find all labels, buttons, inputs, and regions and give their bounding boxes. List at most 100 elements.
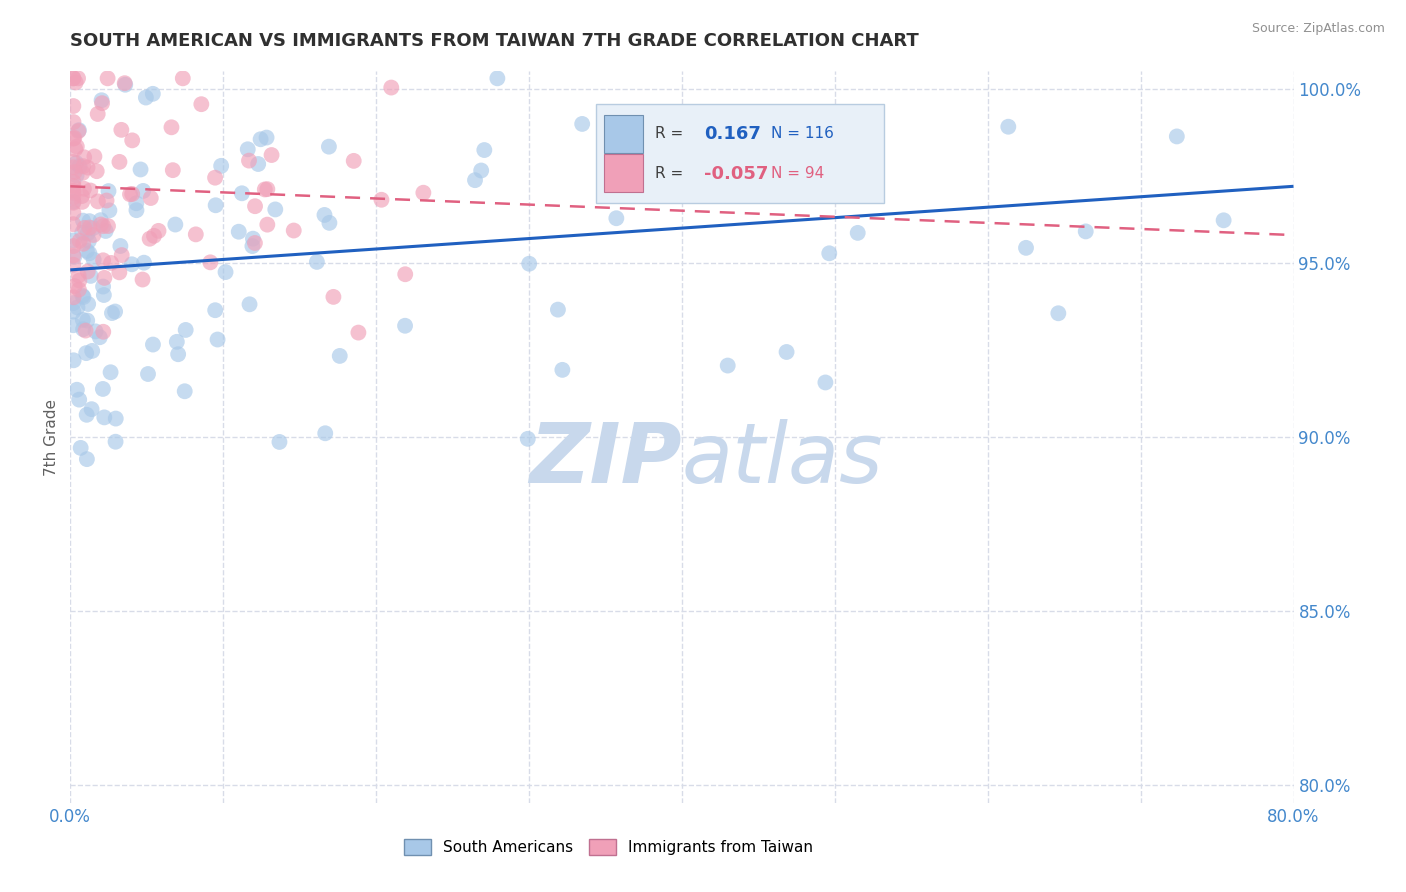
Point: [162, 163, 184, 178]
Point: [80, 402, 103, 417]
Point: [62, 206, 84, 220]
Point: [167, 347, 190, 361]
Text: N = 116: N = 116: [772, 126, 834, 141]
Point: [62, 296, 84, 310]
Point: [136, 367, 159, 381]
Point: [243, 235, 266, 250]
Point: [83, 227, 105, 242]
Point: [814, 376, 837, 390]
Point: [62, 195, 84, 210]
Text: atlas: atlas: [682, 418, 883, 500]
Point: [412, 186, 434, 200]
Point: [264, 202, 287, 217]
Point: [174, 323, 197, 337]
Point: [97, 184, 120, 198]
Point: [63, 165, 86, 179]
Point: [67, 71, 90, 86]
Point: [394, 267, 416, 281]
Point: [172, 71, 194, 86]
Point: [322, 290, 344, 304]
FancyBboxPatch shape: [596, 104, 884, 203]
Point: [243, 199, 266, 213]
Point: [184, 227, 207, 242]
Point: [62, 353, 84, 368]
Point: [318, 216, 340, 230]
Point: [1047, 306, 1070, 320]
Point: [62, 304, 84, 318]
Point: [76, 264, 98, 278]
Point: [62, 161, 84, 175]
Text: Source: ZipAtlas.com: Source: ZipAtlas.com: [1251, 22, 1385, 36]
Point: [142, 337, 165, 351]
Point: [69, 441, 91, 455]
Point: [775, 345, 797, 359]
Point: [717, 359, 740, 373]
Point: [214, 265, 236, 279]
Point: [91, 219, 114, 234]
Point: [62, 71, 84, 86]
Point: [76, 244, 98, 258]
Point: [228, 225, 250, 239]
Point: [72, 213, 94, 227]
Point: [90, 213, 112, 227]
Point: [204, 170, 226, 185]
Point: [76, 161, 98, 175]
Point: [79, 220, 101, 235]
Point: [111, 248, 134, 262]
Point: [121, 257, 143, 271]
Point: [108, 265, 131, 279]
Point: [76, 408, 98, 422]
Point: [547, 302, 569, 317]
Point: [247, 157, 270, 171]
FancyBboxPatch shape: [603, 154, 643, 192]
Point: [204, 303, 226, 318]
Point: [63, 131, 86, 145]
Point: [343, 153, 366, 168]
Point: [314, 208, 336, 222]
Y-axis label: 7th Grade: 7th Grade: [44, 399, 59, 475]
Point: [72, 313, 94, 327]
Point: [83, 149, 105, 163]
Point: [91, 382, 114, 396]
Point: [101, 306, 124, 320]
Point: [66, 139, 89, 153]
Point: [75, 346, 97, 360]
Point: [67, 124, 90, 138]
Point: [70, 189, 93, 203]
Point: [62, 194, 84, 209]
Point: [66, 383, 89, 397]
Point: [72, 236, 94, 251]
Point: [65, 75, 87, 89]
Point: [93, 410, 115, 425]
Point: [256, 130, 278, 145]
Point: [464, 173, 486, 187]
Point: [65, 156, 87, 170]
Point: [62, 217, 84, 231]
Point: [82, 343, 104, 358]
Point: [204, 198, 226, 212]
Point: [139, 191, 162, 205]
Point: [516, 432, 538, 446]
Point: [637, 124, 659, 138]
Point: [86, 107, 108, 121]
Point: [238, 153, 260, 168]
Point: [131, 272, 153, 286]
Point: [472, 143, 495, 157]
Point: [79, 214, 101, 228]
Point: [72, 226, 94, 240]
Point: [62, 175, 84, 189]
Point: [256, 218, 278, 232]
Point: [110, 239, 132, 253]
Point: [83, 252, 105, 267]
Point: [70, 194, 93, 209]
Point: [486, 71, 509, 86]
Point: [62, 184, 84, 198]
Point: [96, 194, 118, 208]
Point: [142, 87, 165, 101]
Text: R =: R =: [655, 126, 688, 141]
Point: [114, 78, 136, 92]
Point: [242, 232, 264, 246]
Point: [87, 194, 110, 209]
Point: [118, 187, 141, 202]
Point: [76, 452, 98, 467]
